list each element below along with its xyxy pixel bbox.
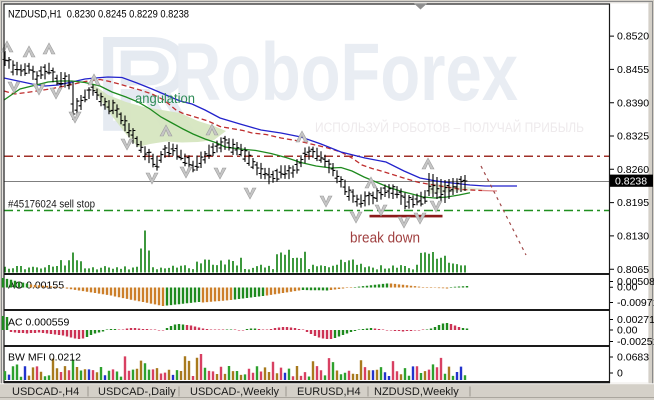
svg-text:angulation: angulation bbox=[135, 91, 195, 106]
svg-text:0.00: 0.00 bbox=[617, 282, 638, 294]
svg-text:NZDUSD,H1 0.8230 0.8245 0.822: NZDUSD,H1 0.8230 0.8245 0.8229 0.8238 bbox=[8, 8, 189, 20]
svg-text:BW MFI 0.0212: BW MFI 0.0212 bbox=[8, 352, 81, 364]
svg-text:-0.00251: -0.00251 bbox=[617, 336, 654, 348]
svg-text:0.8130: 0.8130 bbox=[617, 231, 649, 243]
svg-text:0.8520: 0.8520 bbox=[617, 31, 649, 43]
svg-text:#45176024 sell stop: #45176024 sell stop bbox=[8, 199, 95, 211]
svg-text:AC 0.000559: AC 0.000559 bbox=[8, 317, 69, 329]
svg-text:0.00: 0.00 bbox=[617, 325, 638, 337]
svg-text:USDCAD-,H4: USDCAD-,H4 bbox=[12, 386, 79, 398]
svg-text:0.0683: 0.0683 bbox=[617, 352, 649, 364]
svg-text:0.8390: 0.8390 bbox=[617, 97, 649, 109]
svg-text:0: 0 bbox=[617, 368, 623, 380]
svg-text:0.00508: 0.00508 bbox=[617, 276, 654, 288]
svg-text:0.8195: 0.8195 bbox=[617, 197, 649, 209]
svg-text:0.8065: 0.8065 bbox=[617, 264, 649, 276]
svg-text:0.8260: 0.8260 bbox=[617, 164, 649, 176]
svg-text:USDCAD-,Daily: USDCAD-,Daily bbox=[98, 386, 176, 398]
svg-text:break down: break down bbox=[350, 231, 420, 247]
svg-text:ИСПОЛЬЗУЙ РОБОТОВ – ПОЛУЧАЙ ПР: ИСПОЛЬЗУЙ РОБОТОВ – ПОЛУЧАЙ ПРИБЫЛЬ bbox=[315, 120, 584, 135]
svg-text:0.002712: 0.002712 bbox=[617, 314, 654, 326]
svg-text:NZDUSD,Weekly: NZDUSD,Weekly bbox=[374, 386, 459, 398]
svg-text:0.8455: 0.8455 bbox=[617, 64, 649, 76]
svg-text:RoboForex: RoboForex bbox=[174, 27, 518, 118]
svg-text:0.8325: 0.8325 bbox=[617, 131, 649, 143]
svg-text:USDCAD-,Weekly: USDCAD-,Weekly bbox=[190, 386, 280, 398]
svg-text:-0.00971: -0.00971 bbox=[617, 297, 654, 309]
svg-text:0.8238: 0.8238 bbox=[615, 175, 647, 187]
svg-text:EURUSD,H4: EURUSD,H4 bbox=[297, 386, 361, 398]
